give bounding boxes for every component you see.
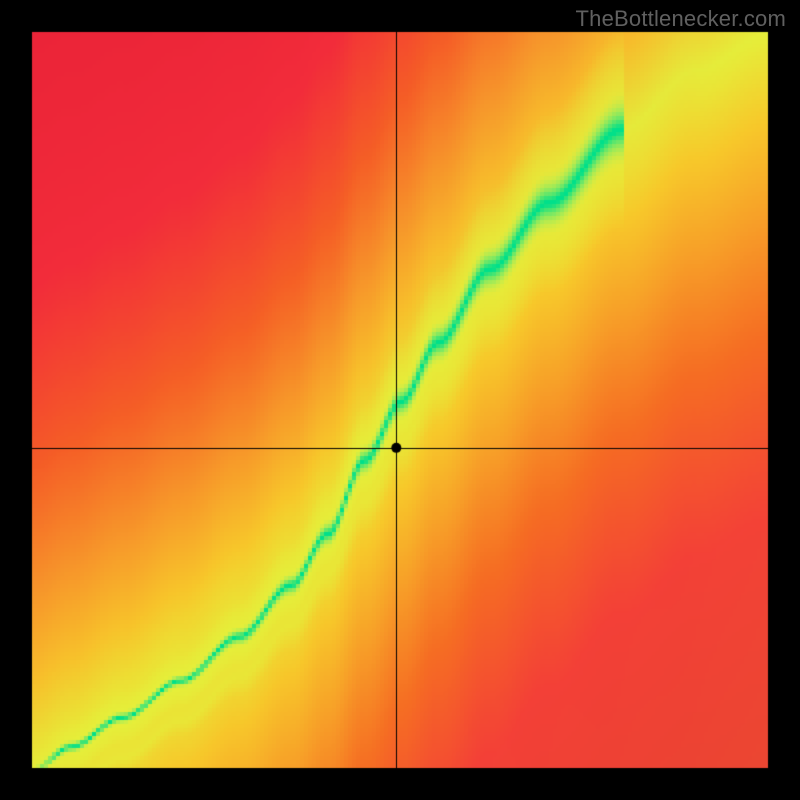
bottleneck-heatmap bbox=[0, 0, 800, 800]
watermark-text: TheBottlenecker.com bbox=[576, 6, 786, 32]
